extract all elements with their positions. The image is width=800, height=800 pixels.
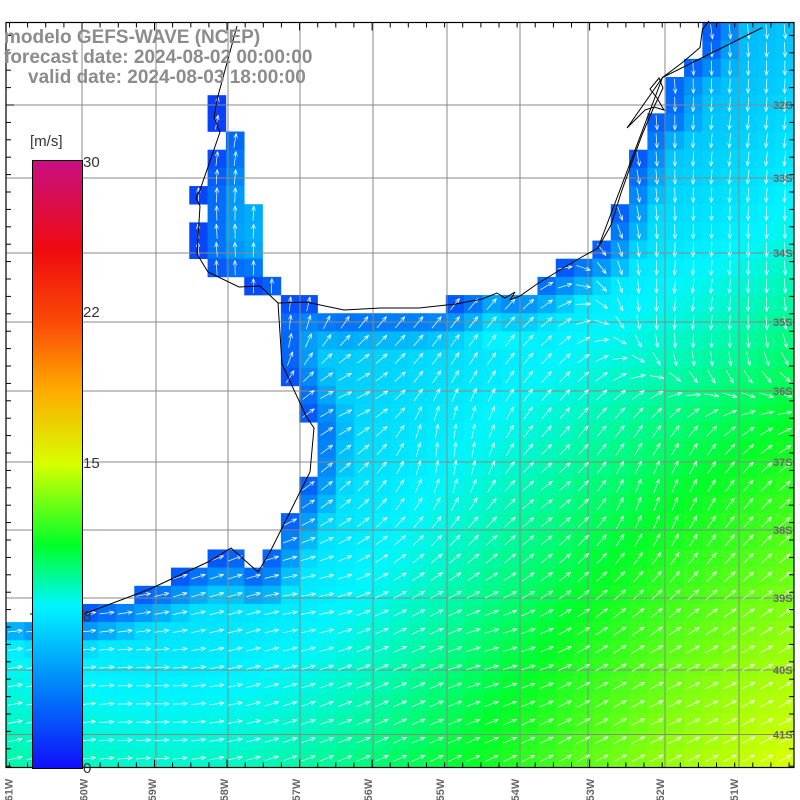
svg-text:35S: 35S: [773, 317, 793, 329]
svg-text:40S: 40S: [773, 665, 793, 677]
svg-text:55W: 55W: [435, 778, 447, 800]
svg-text:56W: 56W: [363, 778, 375, 800]
svg-text:52W: 52W: [655, 778, 667, 800]
svg-text:39S: 39S: [773, 593, 793, 605]
svg-text:59W: 59W: [147, 778, 159, 800]
svg-text:58W: 58W: [219, 778, 231, 800]
svg-text:33S: 33S: [773, 173, 793, 185]
svg-text:54W: 54W: [510, 778, 522, 800]
svg-text:61W: 61W: [4, 778, 16, 800]
svg-text:37S: 37S: [773, 457, 793, 469]
svg-text:34S: 34S: [773, 248, 793, 260]
svg-text:51W: 51W: [729, 778, 741, 800]
svg-text:53W: 53W: [585, 778, 597, 800]
svg-text:36S: 36S: [773, 386, 793, 398]
svg-text:57W: 57W: [291, 778, 303, 800]
svg-text:32S: 32S: [773, 100, 793, 112]
svg-text:38S: 38S: [773, 525, 793, 537]
svg-text:41S: 41S: [773, 730, 793, 742]
svg-text:60W: 60W: [79, 778, 91, 800]
